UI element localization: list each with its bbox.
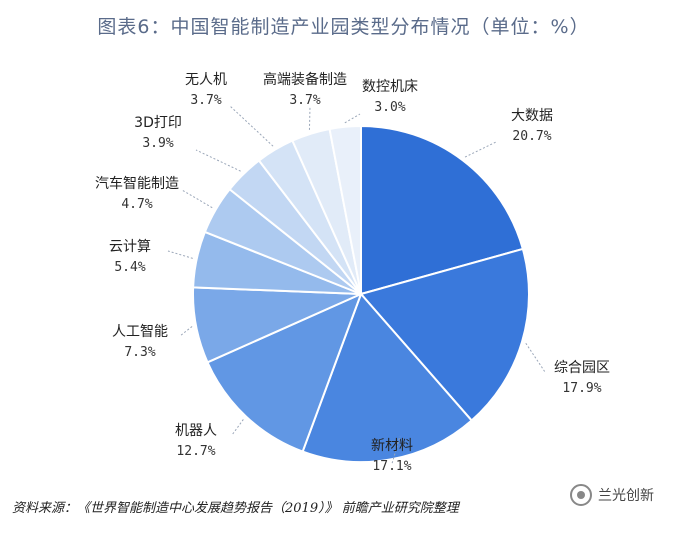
slice-name-label: 综合园区 bbox=[554, 360, 610, 376]
watermark: 兰光创新 bbox=[570, 484, 654, 506]
leader-line bbox=[525, 342, 546, 373]
slice-value-label: 17.9% bbox=[562, 381, 601, 396]
leader-line bbox=[231, 419, 244, 436]
slice-value-label: 3.0% bbox=[374, 100, 405, 115]
leader-line bbox=[229, 105, 274, 147]
slice-value-label: 7.3% bbox=[124, 345, 155, 360]
slice-value-label: 3.7% bbox=[190, 93, 221, 108]
source-note: 资料来源：《世界智能制造中心发展趋势报告（2019）》 前瞻产业研究院整理 bbox=[12, 501, 459, 516]
slice-value-label: 20.7% bbox=[512, 129, 551, 144]
slice-value-label: 4.7% bbox=[121, 197, 152, 212]
slice-value-label: 12.7% bbox=[176, 444, 215, 459]
leader-line bbox=[391, 435, 401, 464]
slice-value-label: 5.4% bbox=[114, 260, 145, 275]
slice-name-label: 机器人 bbox=[175, 423, 217, 439]
leader-line bbox=[464, 141, 497, 158]
slice-name-label: 数控机床 bbox=[362, 79, 418, 95]
slice-value-label: 3.7% bbox=[289, 93, 320, 108]
leader-line bbox=[167, 250, 193, 259]
watermark-text: 兰光创新 bbox=[598, 488, 654, 504]
leader-line bbox=[195, 149, 241, 172]
slice-name-label: 无人机 bbox=[185, 72, 227, 88]
leader-line bbox=[308, 105, 311, 130]
pie-slice bbox=[359, 247, 530, 422]
pie-slice bbox=[301, 292, 474, 463]
slice-value-label: 17.1% bbox=[372, 459, 411, 474]
slice-name-label: 3D打印 bbox=[134, 114, 182, 131]
slice-name-label: 汽车智能制造 bbox=[95, 175, 179, 192]
slice-name-label: 人工智能 bbox=[112, 324, 168, 340]
leader-line bbox=[344, 113, 361, 124]
slice-name-label: 云计算 bbox=[109, 239, 151, 255]
slice-name-label: 高端装备制造 bbox=[263, 71, 347, 88]
wechat-logo-icon bbox=[570, 484, 592, 506]
slice-value-label: 3.9% bbox=[142, 136, 173, 151]
pie-slice bbox=[206, 292, 363, 453]
pie-slice bbox=[328, 124, 362, 295]
slice-name-label: 新材料 bbox=[371, 438, 413, 454]
leader-line bbox=[179, 326, 193, 337]
slice-name-label: 大数据 bbox=[511, 108, 553, 124]
leader-line bbox=[181, 189, 213, 209]
pie-slice bbox=[360, 124, 525, 296]
chart-title: 图表6：中国智能制造产业园类型分布情况（单位：%） bbox=[97, 16, 590, 38]
